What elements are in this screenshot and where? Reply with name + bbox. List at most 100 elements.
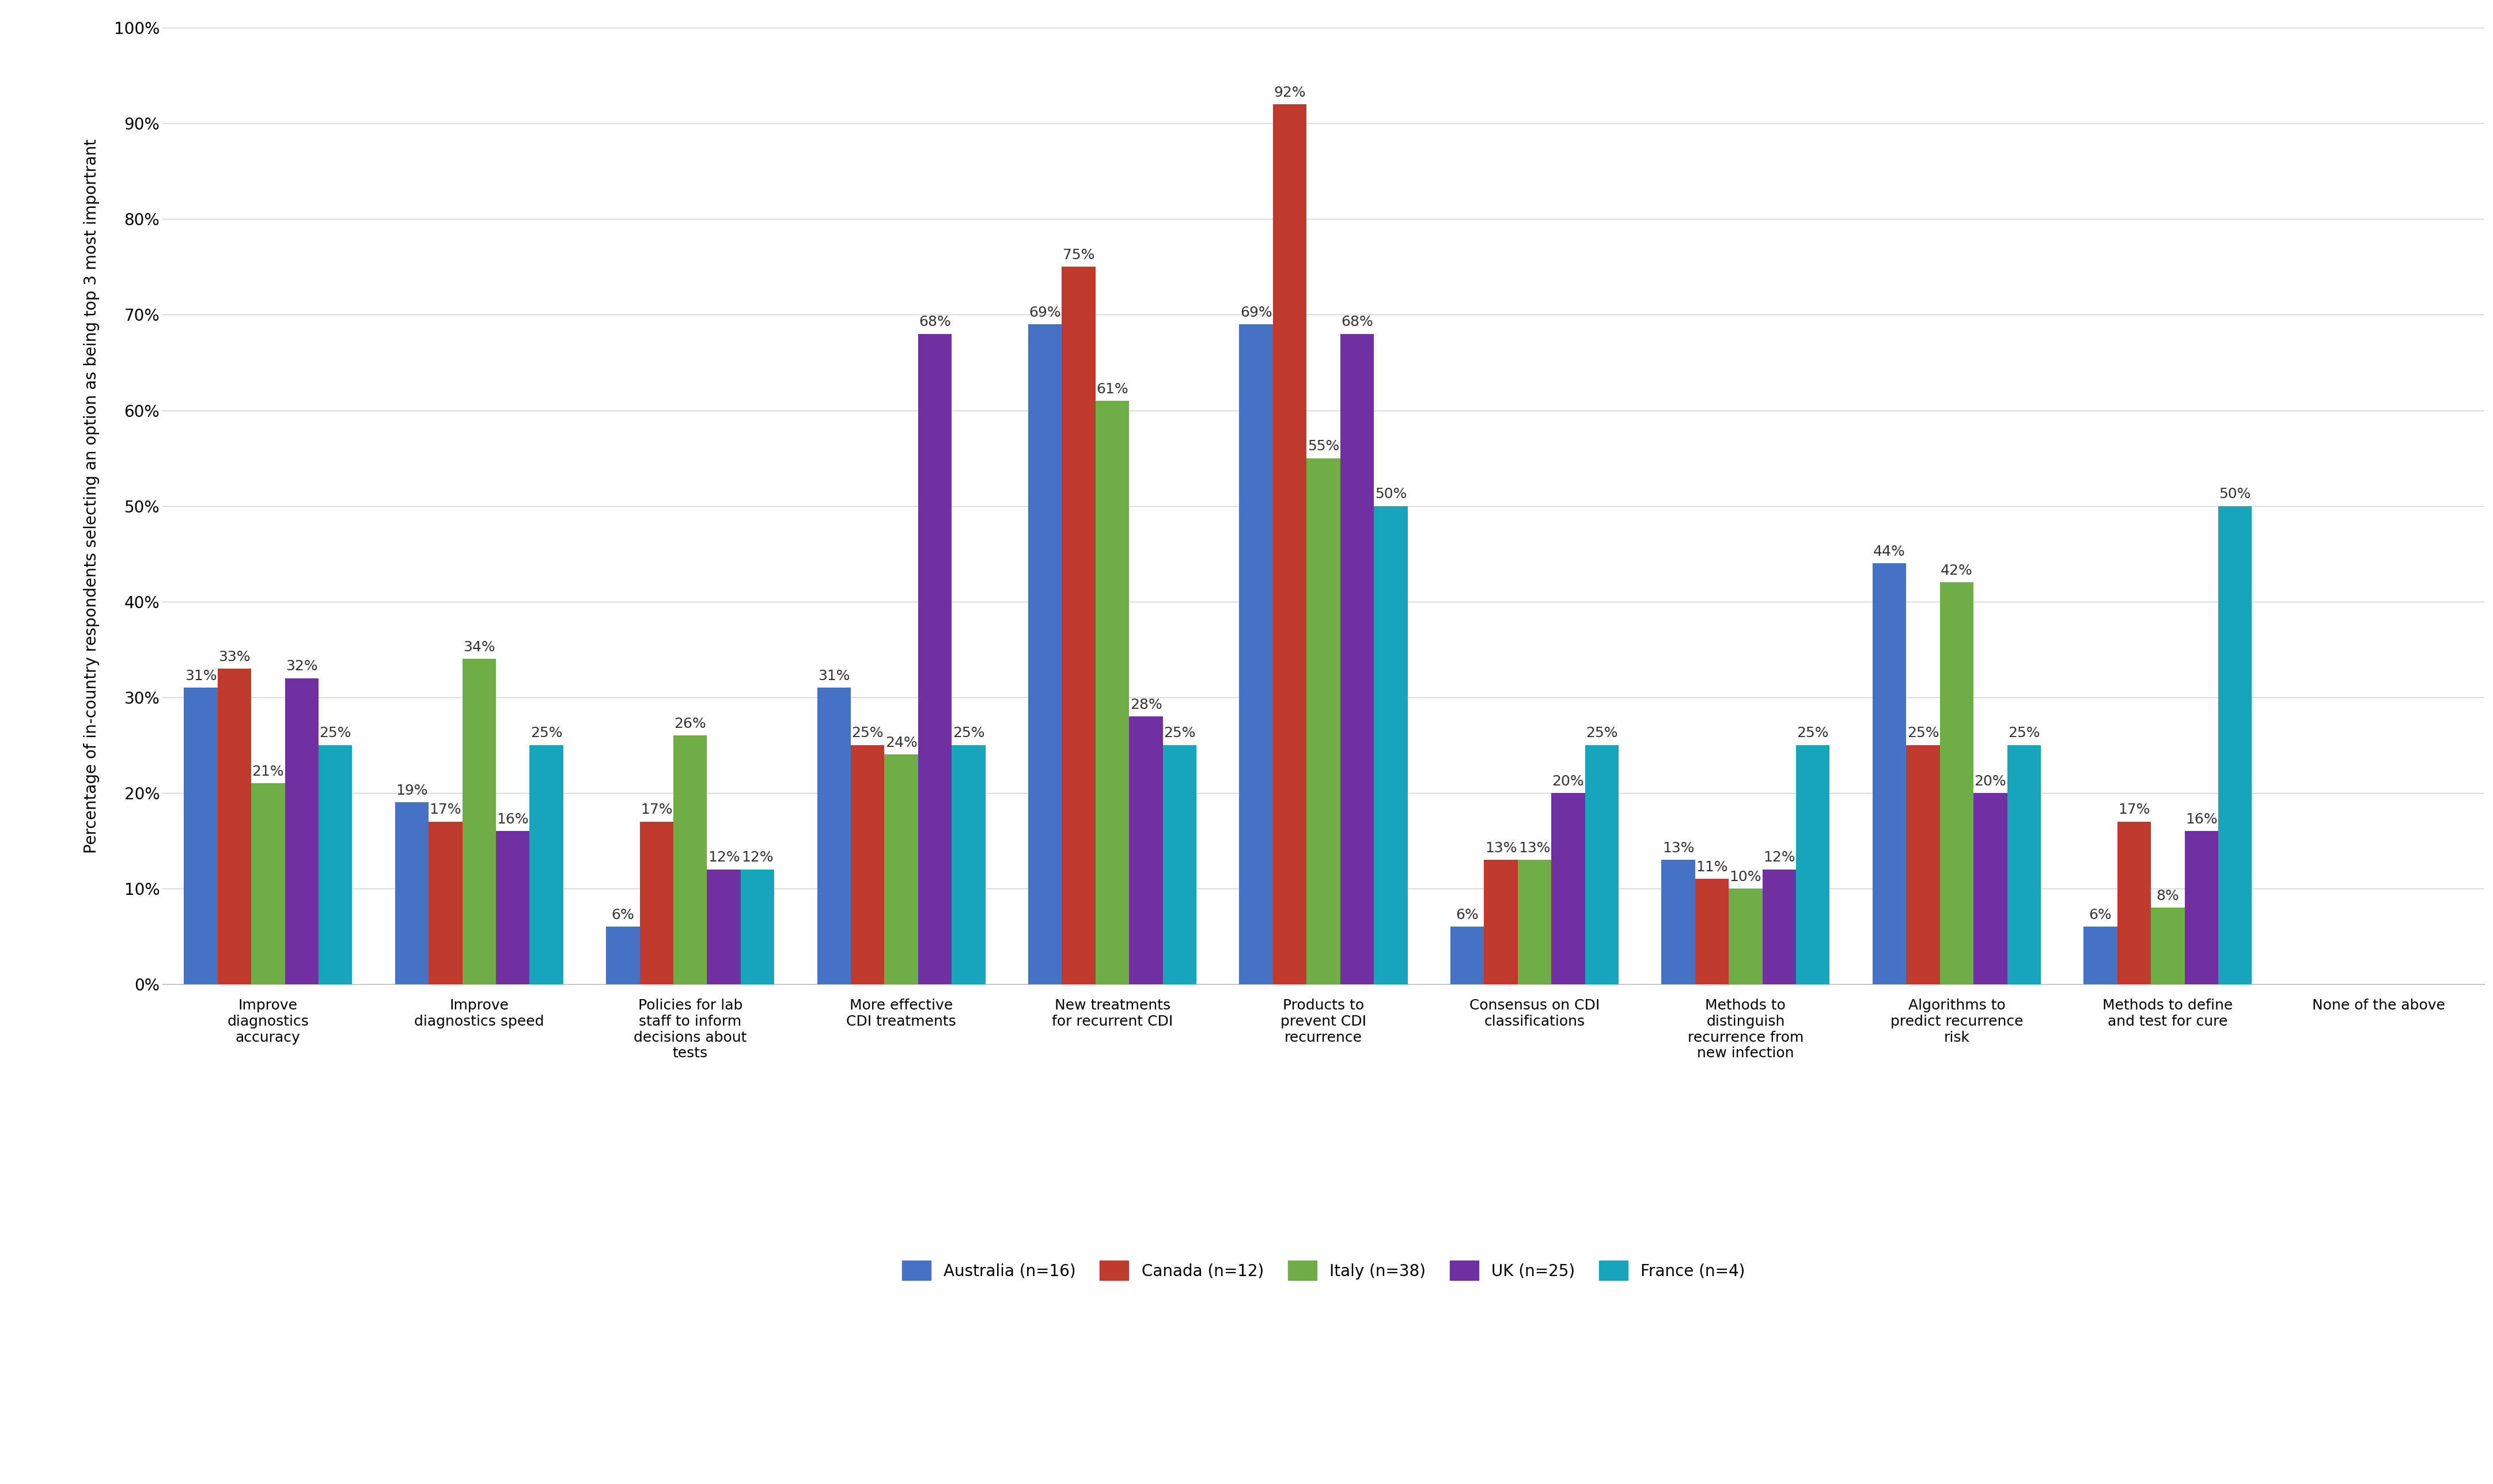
Text: 25%: 25%: [1586, 727, 1618, 741]
Text: 26%: 26%: [673, 717, 706, 730]
Bar: [740, 870, 775, 984]
Text: 68%: 68%: [1341, 315, 1374, 329]
Text: 11%: 11%: [1695, 861, 1728, 874]
Text: 32%: 32%: [287, 659, 317, 674]
Bar: [2184, 831, 2219, 984]
Text: 13%: 13%: [1663, 841, 1695, 855]
Bar: [952, 745, 985, 984]
Text: 25%: 25%: [1907, 727, 1940, 741]
Bar: [319, 745, 352, 984]
Bar: [917, 334, 952, 984]
Bar: [1451, 928, 1483, 984]
Text: 68%: 68%: [920, 315, 950, 329]
Bar: [1551, 792, 1586, 984]
Bar: [2084, 928, 2117, 984]
Text: 50%: 50%: [2219, 487, 2251, 502]
Text: 20%: 20%: [1553, 775, 1583, 788]
Text: 6%: 6%: [611, 908, 633, 922]
Bar: [641, 822, 673, 984]
Text: 25%: 25%: [853, 727, 883, 741]
Bar: [1341, 334, 1374, 984]
Bar: [1239, 324, 1274, 984]
Text: 17%: 17%: [641, 803, 673, 816]
Text: 13%: 13%: [1518, 841, 1551, 855]
Bar: [394, 803, 429, 984]
Text: 12%: 12%: [740, 850, 773, 865]
Text: 17%: 17%: [429, 803, 461, 816]
Bar: [1027, 324, 1062, 984]
Text: 61%: 61%: [1097, 383, 1129, 396]
Bar: [818, 687, 850, 984]
Text: 25%: 25%: [319, 727, 352, 741]
Text: 12%: 12%: [1763, 850, 1795, 865]
Text: 28%: 28%: [1129, 697, 1162, 711]
Bar: [496, 831, 529, 984]
Bar: [1907, 745, 1940, 984]
Bar: [1274, 104, 1306, 984]
Bar: [529, 745, 563, 984]
Bar: [1660, 859, 1695, 984]
Bar: [2219, 506, 2251, 984]
Y-axis label: Percentage of in-country respondents selecting an option as being top 3 most imp: Percentage of in-country respondents sel…: [82, 139, 100, 853]
Text: 50%: 50%: [1374, 487, 1406, 502]
Text: 25%: 25%: [2007, 727, 2039, 741]
Bar: [1940, 582, 1974, 984]
Bar: [850, 745, 885, 984]
Bar: [461, 659, 496, 984]
Bar: [1763, 870, 1795, 984]
Text: 8%: 8%: [2156, 889, 2179, 902]
Bar: [1374, 506, 1409, 984]
Bar: [1306, 459, 1341, 984]
Text: 13%: 13%: [1486, 841, 1516, 855]
Bar: [217, 668, 252, 984]
Text: 6%: 6%: [2089, 908, 2112, 922]
Text: 25%: 25%: [1164, 727, 1197, 741]
Bar: [2117, 822, 2151, 984]
Text: 24%: 24%: [885, 736, 917, 749]
Text: 12%: 12%: [708, 850, 740, 865]
Bar: [1728, 889, 1763, 984]
Legend: Australia (n=16), Canada (n=12), Italy (n=38), UK (n=25), France (n=4): Australia (n=16), Canada (n=12), Italy (…: [895, 1252, 1753, 1288]
Bar: [1586, 745, 1618, 984]
Text: 44%: 44%: [1872, 545, 1905, 558]
Bar: [1483, 859, 1518, 984]
Text: 25%: 25%: [952, 727, 985, 741]
Text: 21%: 21%: [252, 764, 284, 779]
Bar: [1162, 745, 1197, 984]
Text: 34%: 34%: [464, 641, 496, 654]
Text: 10%: 10%: [1730, 870, 1763, 884]
Bar: [2151, 908, 2184, 984]
Text: 69%: 69%: [1030, 306, 1062, 319]
Bar: [1695, 879, 1728, 984]
Bar: [1518, 859, 1551, 984]
Text: 19%: 19%: [396, 784, 429, 797]
Bar: [1129, 717, 1162, 984]
Text: 69%: 69%: [1239, 306, 1271, 319]
Bar: [252, 784, 284, 984]
Bar: [885, 754, 917, 984]
Bar: [606, 928, 641, 984]
Bar: [1094, 401, 1129, 984]
Text: 16%: 16%: [2186, 813, 2216, 827]
Text: 6%: 6%: [1456, 908, 1478, 922]
Text: 17%: 17%: [2119, 803, 2149, 816]
Text: 31%: 31%: [184, 669, 217, 683]
Bar: [708, 870, 740, 984]
Bar: [2007, 745, 2042, 984]
Text: 55%: 55%: [1306, 439, 1339, 453]
Bar: [1795, 745, 1830, 984]
Text: 75%: 75%: [1062, 248, 1094, 263]
Text: 42%: 42%: [1940, 564, 1972, 577]
Text: 33%: 33%: [219, 650, 249, 663]
Bar: [1872, 564, 1907, 984]
Bar: [429, 822, 461, 984]
Text: 25%: 25%: [531, 727, 563, 741]
Bar: [1974, 792, 2007, 984]
Text: 31%: 31%: [818, 669, 850, 683]
Text: 25%: 25%: [1797, 727, 1830, 741]
Text: 92%: 92%: [1274, 86, 1306, 99]
Bar: [1062, 267, 1094, 984]
Bar: [284, 678, 319, 984]
Text: 20%: 20%: [1974, 775, 2007, 788]
Bar: [673, 736, 708, 984]
